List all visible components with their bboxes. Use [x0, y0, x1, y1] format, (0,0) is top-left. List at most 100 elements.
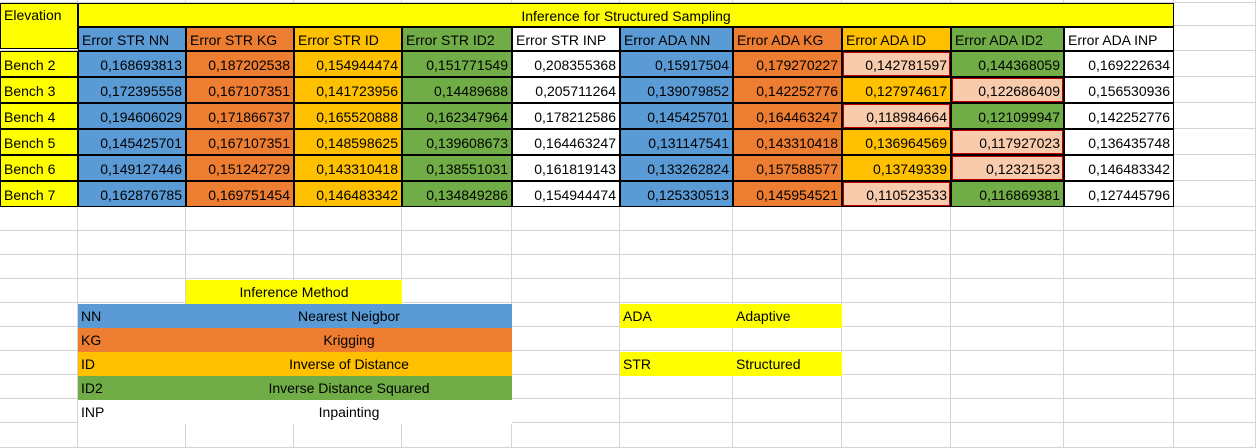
table-cell[interactable]: 0,154944474: [512, 181, 620, 207]
table-cell[interactable]: 0,138551031: [402, 155, 512, 181]
grid-cell[interactable]: [294, 423, 402, 448]
table-cell[interactable]: 0,151242729: [186, 155, 294, 181]
grid-cell[interactable]: [620, 399, 733, 423]
table-cell[interactable]: 0,148598625: [294, 129, 402, 155]
table-cell[interactable]: 0,145954521: [733, 181, 842, 207]
table-cell[interactable]: 0,194606029: [78, 103, 186, 129]
grid-cell[interactable]: [512, 423, 620, 448]
table-cell[interactable]: 0,157588577: [733, 155, 842, 181]
grid-cell[interactable]: [951, 231, 1064, 255]
table-cell[interactable]: 0,139079852: [620, 77, 733, 103]
column-header[interactable]: Error ADA ID: [842, 27, 951, 51]
table-cell[interactable]: 0,161819143: [512, 155, 620, 181]
grid-cell[interactable]: [842, 423, 951, 448]
table-cell[interactable]: 0,143310418: [733, 129, 842, 155]
grid-cell[interactable]: [1064, 399, 1174, 423]
grid-cell[interactable]: [294, 207, 402, 231]
grid-cell[interactable]: [294, 255, 402, 279]
grid-cell[interactable]: [186, 0, 294, 3]
column-header[interactable]: Error ADA INP: [1064, 27, 1174, 51]
grid-cell[interactable]: [620, 231, 733, 255]
table-cell[interactable]: 0,165520888: [294, 103, 402, 129]
table-cell[interactable]: 0,167107351: [186, 129, 294, 155]
table-cell[interactable]: 0,142252776: [1064, 103, 1174, 129]
grid-cell[interactable]: [733, 0, 842, 3]
grid-cell[interactable]: [951, 327, 1064, 351]
grid-cell[interactable]: [1174, 255, 1256, 279]
grid-cell[interactable]: [78, 279, 186, 303]
grid-cell[interactable]: [1174, 103, 1256, 129]
grid-cell[interactable]: [0, 231, 78, 255]
grid-cell[interactable]: [1064, 351, 1174, 375]
table-cell[interactable]: 0,162876785: [78, 181, 186, 207]
grid-cell[interactable]: [186, 207, 294, 231]
grid-cell[interactable]: [1174, 423, 1256, 448]
grid-cell[interactable]: [0, 303, 78, 327]
grid-cell[interactable]: [0, 423, 78, 448]
grid-cell[interactable]: [842, 207, 951, 231]
table-cell[interactable]: 0,142252776: [733, 77, 842, 103]
table-cell[interactable]: 0,122686409: [951, 77, 1064, 103]
table-cell[interactable]: 0,143310418: [294, 155, 402, 181]
table-cell[interactable]: 0,149127446: [78, 155, 186, 181]
grid-cell[interactable]: [512, 231, 620, 255]
grid-cell[interactable]: [1174, 181, 1256, 207]
grid-cell[interactable]: [1174, 155, 1256, 181]
grid-cell[interactable]: [733, 231, 842, 255]
table-cell[interactable]: 0,136964569: [842, 129, 951, 155]
grid-cell[interactable]: [620, 375, 733, 399]
table-cell[interactable]: 0,164463247: [512, 129, 620, 155]
grid-cell[interactable]: [842, 327, 951, 351]
grid-cell[interactable]: [842, 303, 951, 327]
row-label[interactable]: Bench 6: [0, 155, 78, 181]
grid-cell[interactable]: [402, 0, 512, 3]
grid-cell[interactable]: [0, 279, 78, 303]
grid-cell[interactable]: [78, 423, 186, 448]
grid-cell[interactable]: [620, 0, 733, 3]
table-cell[interactable]: 0,179270227: [733, 51, 842, 77]
table-cell[interactable]: 0,134849286: [402, 181, 512, 207]
row-label[interactable]: Bench 3: [0, 77, 78, 103]
grid-cell[interactable]: [1174, 399, 1256, 423]
grid-cell[interactable]: [1064, 375, 1174, 399]
grid-cell[interactable]: [951, 423, 1064, 448]
grid-cell[interactable]: [620, 423, 733, 448]
grid-cell[interactable]: [512, 399, 620, 423]
column-header[interactable]: Error STR ID2: [402, 27, 512, 51]
table-cell[interactable]: 0,156530936: [1064, 77, 1174, 103]
grid-cell[interactable]: [512, 351, 620, 375]
grid-cell[interactable]: [1064, 207, 1174, 231]
grid-cell[interactable]: [0, 375, 78, 399]
grid-cell[interactable]: [733, 399, 842, 423]
grid-cell[interactable]: [733, 327, 842, 351]
grid-cell[interactable]: [1174, 327, 1256, 351]
table-cell[interactable]: 0,13749339: [842, 155, 951, 181]
table-cell[interactable]: 0,116869381: [951, 181, 1064, 207]
table-cell[interactable]: 0,118984664: [842, 103, 951, 129]
table-cell[interactable]: 0,125330513: [620, 181, 733, 207]
table-cell[interactable]: 0,169751454: [186, 181, 294, 207]
grid-cell[interactable]: [512, 0, 620, 3]
grid-cell[interactable]: [842, 255, 951, 279]
grid-cell[interactable]: [1064, 423, 1174, 448]
grid-cell[interactable]: [78, 0, 186, 3]
table-cell[interactable]: 0,178212586: [512, 103, 620, 129]
row-label[interactable]: Bench 7: [0, 181, 78, 207]
grid-cell[interactable]: [1174, 3, 1256, 26]
grid-cell[interactable]: [733, 255, 842, 279]
grid-cell[interactable]: [951, 279, 1064, 303]
row-label[interactable]: Bench 2: [0, 51, 78, 77]
table-cell[interactable]: 0,172395558: [78, 77, 186, 103]
grid-cell[interactable]: [186, 231, 294, 255]
grid-cell[interactable]: [1174, 279, 1256, 303]
grid-cell[interactable]: [1174, 375, 1256, 399]
table-cell[interactable]: 0,127445796: [1064, 181, 1174, 207]
grid-cell[interactable]: [842, 231, 951, 255]
table-cell[interactable]: 0,141723956: [294, 77, 402, 103]
grid-cell[interactable]: [0, 399, 78, 423]
table-cell[interactable]: 0,12321523: [951, 155, 1064, 181]
grid-cell[interactable]: [294, 231, 402, 255]
table-cell[interactable]: 0,151771549: [402, 51, 512, 77]
grid-cell[interactable]: [1174, 207, 1256, 231]
grid-cell[interactable]: [512, 255, 620, 279]
